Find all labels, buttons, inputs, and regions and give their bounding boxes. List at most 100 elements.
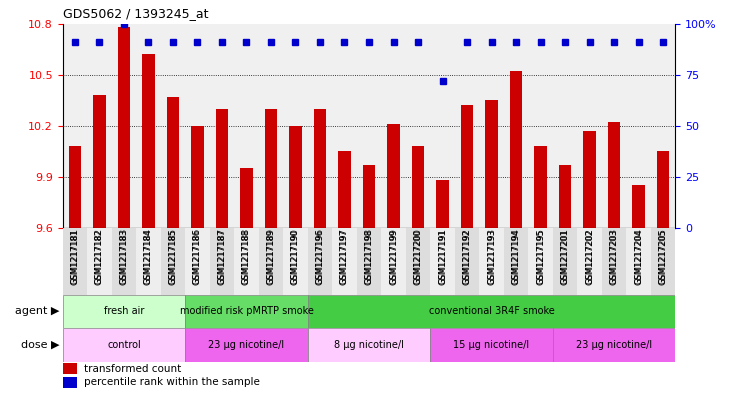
Text: percentile rank within the sample: percentile rank within the sample bbox=[83, 377, 260, 387]
Bar bbox=[308, 328, 430, 362]
Text: GSM1217191: GSM1217191 bbox=[438, 229, 447, 285]
Bar bbox=[534, 146, 547, 228]
Bar bbox=[241, 168, 252, 228]
Bar bbox=[406, 228, 430, 295]
Bar bbox=[289, 126, 302, 228]
Bar bbox=[111, 228, 137, 295]
Bar bbox=[308, 228, 332, 295]
Bar bbox=[234, 228, 259, 295]
Bar bbox=[161, 228, 185, 295]
Bar bbox=[87, 228, 111, 295]
Text: GSM1217205: GSM1217205 bbox=[658, 228, 667, 284]
Text: GSM1217187: GSM1217187 bbox=[218, 229, 227, 285]
Bar bbox=[461, 105, 473, 228]
Bar bbox=[657, 151, 669, 228]
Bar bbox=[283, 228, 308, 295]
Text: GSM1217190: GSM1217190 bbox=[291, 229, 300, 285]
Bar bbox=[382, 228, 406, 295]
Text: GSM1217185: GSM1217185 bbox=[168, 229, 177, 285]
Text: GSM1217189: GSM1217189 bbox=[266, 229, 275, 285]
Bar bbox=[608, 122, 620, 228]
Bar bbox=[63, 228, 87, 295]
Text: GDS5062 / 1393245_at: GDS5062 / 1393245_at bbox=[63, 7, 208, 20]
Bar bbox=[356, 228, 382, 295]
Text: GSM1217195: GSM1217195 bbox=[536, 228, 545, 284]
Text: GSM1217192: GSM1217192 bbox=[463, 229, 472, 285]
Text: 23 μg nicotine/l: 23 μg nicotine/l bbox=[208, 340, 285, 350]
Bar bbox=[93, 95, 106, 228]
Text: GSM1217202: GSM1217202 bbox=[585, 229, 594, 285]
Bar bbox=[651, 228, 675, 295]
Text: GSM1217197: GSM1217197 bbox=[340, 229, 349, 285]
Bar bbox=[332, 228, 356, 295]
Text: GSM1217196: GSM1217196 bbox=[316, 228, 325, 284]
Text: GSM1217193: GSM1217193 bbox=[487, 228, 496, 284]
Text: GSM1217183: GSM1217183 bbox=[120, 228, 128, 284]
Text: GSM1217187: GSM1217187 bbox=[218, 228, 227, 284]
Text: 8 μg nicotine/l: 8 μg nicotine/l bbox=[334, 340, 404, 350]
Bar bbox=[486, 100, 497, 228]
Text: GSM1217202: GSM1217202 bbox=[585, 228, 594, 284]
Bar bbox=[210, 228, 234, 295]
Text: 15 μg nicotine/l: 15 μg nicotine/l bbox=[453, 340, 530, 350]
Text: GSM1217181: GSM1217181 bbox=[71, 229, 80, 285]
Bar bbox=[191, 126, 204, 228]
Bar bbox=[69, 146, 81, 228]
Text: GSM1217183: GSM1217183 bbox=[120, 229, 128, 285]
Text: GSM1217181: GSM1217181 bbox=[71, 228, 80, 284]
Text: GSM1217204: GSM1217204 bbox=[634, 228, 643, 284]
Text: GSM1217191: GSM1217191 bbox=[438, 228, 447, 284]
Text: GSM1217194: GSM1217194 bbox=[511, 228, 520, 284]
Bar bbox=[185, 228, 210, 295]
Bar bbox=[553, 228, 577, 295]
Bar bbox=[583, 131, 596, 228]
Text: transformed count: transformed count bbox=[83, 364, 181, 374]
Bar bbox=[627, 228, 651, 295]
Bar bbox=[314, 109, 326, 228]
Bar bbox=[63, 295, 185, 328]
Bar bbox=[137, 228, 161, 295]
Bar bbox=[63, 364, 77, 374]
Text: agent ▶: agent ▶ bbox=[15, 307, 59, 316]
Text: GSM1217198: GSM1217198 bbox=[365, 228, 373, 284]
Text: GSM1217200: GSM1217200 bbox=[413, 229, 422, 285]
Bar bbox=[142, 54, 155, 228]
Text: GSM1217185: GSM1217185 bbox=[168, 228, 177, 284]
Text: control: control bbox=[107, 340, 141, 350]
Bar bbox=[553, 328, 675, 362]
Bar bbox=[387, 124, 400, 228]
Text: GSM1217184: GSM1217184 bbox=[144, 228, 153, 284]
Text: conventional 3R4F smoke: conventional 3R4F smoke bbox=[429, 307, 554, 316]
Text: GSM1217197: GSM1217197 bbox=[340, 228, 349, 284]
Text: GSM1217203: GSM1217203 bbox=[610, 229, 618, 285]
Bar bbox=[559, 165, 571, 228]
Bar bbox=[601, 228, 627, 295]
Bar bbox=[259, 228, 283, 295]
Bar bbox=[216, 109, 228, 228]
Bar bbox=[63, 328, 185, 362]
Bar bbox=[577, 228, 601, 295]
Text: GSM1217186: GSM1217186 bbox=[193, 229, 202, 285]
Text: GSM1217184: GSM1217184 bbox=[144, 229, 153, 285]
Text: GSM1217198: GSM1217198 bbox=[365, 229, 373, 285]
Text: GSM1217182: GSM1217182 bbox=[95, 229, 104, 285]
Text: fresh air: fresh air bbox=[104, 307, 144, 316]
Text: GSM1217188: GSM1217188 bbox=[242, 229, 251, 285]
Text: GSM1217205: GSM1217205 bbox=[658, 229, 667, 285]
Text: modified risk pMRTP smoke: modified risk pMRTP smoke bbox=[179, 307, 314, 316]
Bar bbox=[632, 185, 645, 228]
Bar bbox=[528, 228, 553, 295]
Bar bbox=[412, 146, 424, 228]
Bar bbox=[118, 27, 130, 228]
Text: GSM1217195: GSM1217195 bbox=[536, 229, 545, 285]
Text: GSM1217193: GSM1217193 bbox=[487, 229, 496, 285]
Bar bbox=[363, 165, 375, 228]
Text: GSM1217199: GSM1217199 bbox=[389, 228, 398, 284]
Text: GSM1217204: GSM1217204 bbox=[634, 229, 643, 285]
Text: GSM1217186: GSM1217186 bbox=[193, 228, 202, 284]
Text: 23 μg nicotine/l: 23 μg nicotine/l bbox=[576, 340, 652, 350]
Bar bbox=[308, 295, 675, 328]
Text: dose ▶: dose ▶ bbox=[21, 340, 59, 350]
Text: GSM1217192: GSM1217192 bbox=[463, 228, 472, 284]
Text: GSM1217182: GSM1217182 bbox=[95, 228, 104, 284]
